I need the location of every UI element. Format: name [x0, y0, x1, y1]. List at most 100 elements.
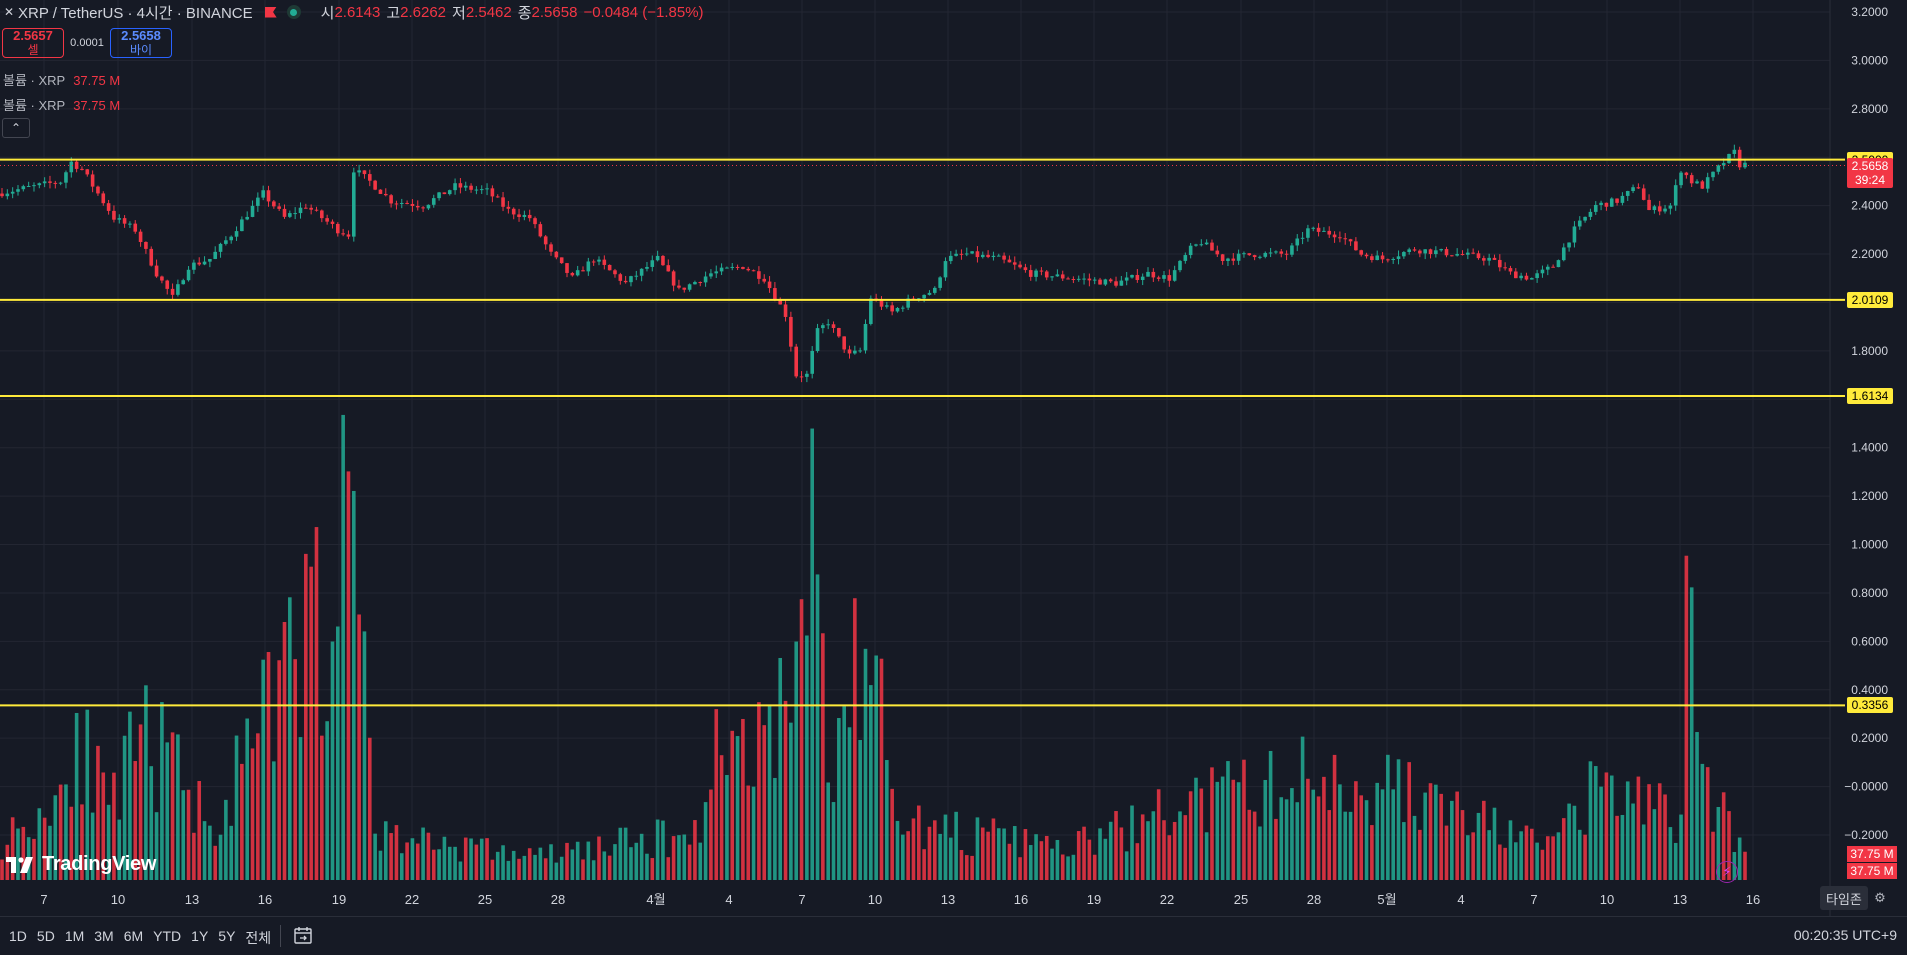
candle	[272, 200, 276, 209]
lightning-icon[interactable]: ⚡	[1716, 861, 1738, 883]
volume-bar	[1098, 828, 1102, 880]
candle	[165, 279, 170, 295]
volume-bar	[506, 860, 511, 880]
candle	[208, 258, 212, 268]
buy-label: 바이	[129, 43, 153, 57]
price-axis: 3.20003.00002.80002.60002.40002.20002.00…	[1844, 5, 1888, 842]
candle	[1146, 267, 1150, 277]
candle	[1556, 259, 1561, 268]
flag-icon[interactable]	[264, 6, 277, 18]
candle	[250, 200, 255, 218]
volume-bar	[1343, 811, 1348, 880]
buy-button[interactable]: 2.5658 바이	[110, 28, 172, 58]
volume-bar	[1572, 805, 1577, 880]
candle	[1540, 265, 1545, 278]
candle	[1407, 247, 1411, 255]
candle	[144, 241, 148, 254]
volume-bar	[1444, 825, 1449, 880]
volume-bar	[133, 761, 138, 880]
close-icon[interactable]: ✕	[4, 5, 15, 19]
candle	[192, 259, 196, 274]
candle	[938, 276, 942, 291]
sell-button[interactable]: 2.5657 셀	[2, 28, 64, 58]
range-button-ytd[interactable]: YTD	[153, 928, 182, 944]
candle	[1700, 179, 1705, 189]
volume-bar	[1210, 767, 1214, 880]
volume-bar	[709, 789, 713, 880]
price-tick-label: 3.0000	[1851, 53, 1888, 67]
timezone-button[interactable]: 타임존	[1820, 886, 1868, 910]
candle	[1450, 255, 1454, 257]
range-button-3m[interactable]: 3M	[94, 928, 114, 944]
indicator-volume-2[interactable]: 볼륨 · XRP 37.75 M	[3, 95, 120, 114]
volume-bar	[74, 712, 79, 880]
range-button-5y[interactable]: 5Y	[218, 928, 236, 944]
candle	[218, 242, 223, 258]
range-button-6m[interactable]: 6M	[123, 928, 144, 944]
candle	[1439, 248, 1443, 252]
candle	[1156, 275, 1161, 282]
volume-bar	[1119, 827, 1124, 880]
volume-bar	[1012, 826, 1017, 880]
time-tick-label: 22	[405, 892, 419, 907]
clock-timezone[interactable]: 00:20:35 UTC+9	[1793, 927, 1897, 943]
candle	[634, 270, 639, 281]
candle	[64, 170, 68, 189]
candle	[554, 251, 559, 260]
candle	[682, 287, 687, 293]
candle	[463, 181, 468, 192]
candle	[1060, 270, 1065, 282]
volume-bar	[1076, 831, 1081, 880]
volume-bar	[1332, 754, 1337, 880]
range-button-1y[interactable]: 1Y	[191, 928, 209, 944]
volume-bar	[1652, 809, 1657, 880]
candle	[890, 301, 894, 316]
time-tick-label: 4	[1457, 892, 1464, 907]
goto-date-icon[interactable]	[292, 925, 314, 947]
volume-bar	[1311, 789, 1316, 880]
candle	[1311, 226, 1316, 232]
collapse-legend-button[interactable]: ⌃	[2, 118, 30, 138]
candle	[996, 253, 1001, 257]
volume-bar	[1023, 829, 1028, 880]
volume-bar	[719, 755, 724, 880]
candle	[1306, 224, 1310, 242]
candle	[565, 262, 569, 278]
volume-bar	[613, 844, 617, 880]
volume-bar	[1092, 854, 1097, 880]
range-button-1m[interactable]: 1M	[64, 928, 85, 944]
candle	[74, 160, 79, 173]
volume-bar	[1588, 761, 1593, 880]
chart-canvas[interactable]: 3.20003.00002.80002.60002.40002.20002.00…	[0, 0, 1907, 916]
candle	[1545, 264, 1550, 276]
candle	[458, 178, 463, 194]
volume-bar	[1151, 811, 1156, 880]
volume-bar	[1471, 832, 1475, 880]
tradingview-logo[interactable]: TradingView	[6, 853, 156, 876]
candle	[570, 271, 575, 277]
indicator-volume-1[interactable]: 볼륨 · XRP 37.75 M	[3, 70, 120, 89]
range-button-5d[interactable]: 5D	[36, 928, 55, 944]
candle	[1370, 253, 1374, 263]
time-tick-label: 13	[185, 892, 199, 907]
range-button-1d[interactable]: 1D	[9, 928, 27, 944]
candle	[895, 307, 900, 313]
volume-bar	[1087, 839, 1092, 880]
volume-bar	[458, 861, 463, 880]
range-button-전체[interactable]: 전체	[245, 930, 272, 946]
candle	[282, 204, 287, 219]
volume-bar	[426, 832, 431, 880]
symbol-title[interactable]: XRP / TetherUS · 4시간 · BINANCE	[18, 4, 253, 22]
candle	[378, 189, 383, 195]
volume-bar	[1529, 828, 1534, 880]
volume-bar	[437, 849, 441, 880]
candle	[559, 257, 564, 264]
candle	[1482, 255, 1486, 266]
volume-bar	[869, 685, 873, 880]
candle	[591, 259, 596, 266]
gear-icon[interactable]: ⚙	[1874, 890, 1886, 905]
candle	[751, 269, 756, 272]
volume-bar	[272, 761, 276, 880]
volume-bar	[138, 724, 143, 880]
